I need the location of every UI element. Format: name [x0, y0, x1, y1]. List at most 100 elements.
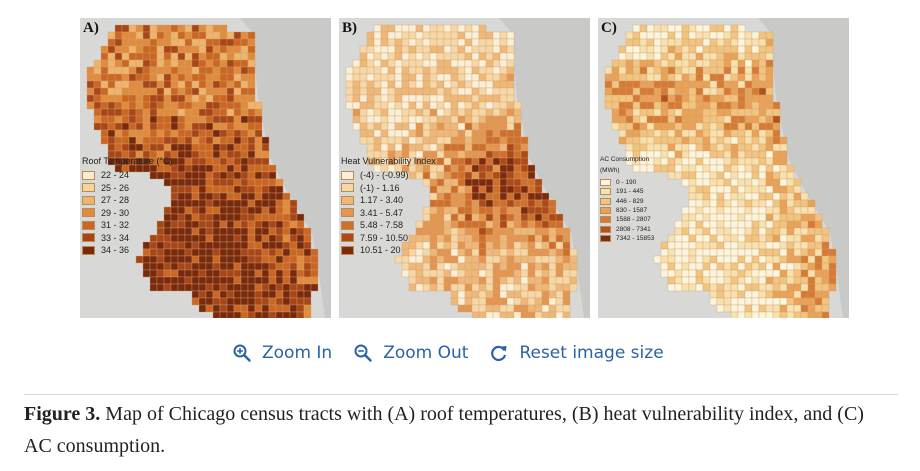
census-tract: [450, 227, 459, 236]
census-tract: [653, 94, 662, 103]
census-tract: [716, 87, 725, 96]
census-tract: [674, 115, 683, 124]
census-tract: [184, 164, 193, 173]
census-tract: [464, 24, 473, 33]
census-tract: [121, 52, 130, 61]
census-tract: [114, 87, 123, 96]
census-tract: [758, 157, 767, 166]
census-tract: [737, 87, 746, 96]
census-tract: [751, 185, 760, 194]
census-tract: [730, 52, 739, 61]
census-tract: [681, 241, 690, 250]
census-tract: [709, 290, 718, 299]
census-tract: [450, 108, 459, 117]
census-tract: [184, 185, 193, 194]
census-tract: [457, 164, 466, 173]
census-tract: [163, 59, 172, 68]
census-tract: [373, 45, 382, 54]
census-tract: [534, 276, 543, 285]
census-tract: [758, 192, 767, 201]
census-tract: [702, 227, 711, 236]
census-tract: [450, 87, 459, 96]
census-tract: [555, 297, 564, 306]
census-tract: [618, 136, 627, 145]
census-tract: [219, 297, 228, 306]
census-tract: [702, 136, 711, 145]
legend-item: 27 - 28: [82, 194, 172, 207]
census-tract: [177, 143, 186, 152]
census-tract: [765, 136, 774, 145]
census-tract: [464, 164, 473, 173]
census-tract: [114, 94, 123, 103]
census-tract: [422, 73, 431, 82]
census-tract: [758, 283, 767, 292]
census-tract: [198, 283, 207, 292]
census-tract: [506, 213, 515, 222]
census-tract: [499, 283, 508, 292]
census-tract: [128, 143, 137, 152]
zoom-in-button[interactable]: Zoom In: [232, 343, 332, 363]
census-tract: [723, 213, 732, 222]
census-tract: [716, 241, 725, 250]
census-tract: [730, 206, 739, 215]
census-tract: [625, 129, 634, 138]
census-tract: [254, 262, 263, 271]
census-tract: [513, 143, 522, 152]
census-tract: [373, 24, 382, 33]
census-tract: [436, 241, 445, 250]
census-tract: [786, 241, 795, 250]
census-tract: [779, 276, 788, 285]
census-tract: [807, 269, 816, 278]
census-tract: [240, 248, 249, 257]
census-tract: [261, 283, 270, 292]
census-tract: [555, 248, 564, 257]
census-tract: [562, 283, 571, 292]
census-tract: [198, 255, 207, 264]
census-tract: [422, 129, 431, 138]
zoom-out-button[interactable]: Zoom Out: [353, 343, 468, 363]
census-tract: [506, 122, 515, 131]
census-tract: [772, 199, 781, 208]
census-tract: [485, 227, 494, 236]
census-tract: [345, 73, 354, 82]
census-tract: [534, 199, 543, 208]
census-tract: [499, 31, 508, 40]
census-tract: [450, 80, 459, 89]
census-tract: [387, 31, 396, 40]
legend-swatch: [82, 245, 95, 255]
census-tract: [450, 52, 459, 61]
census-tract: [100, 108, 109, 117]
census-tract: [807, 234, 816, 243]
census-tract: [422, 87, 431, 96]
census-tract: [527, 269, 536, 278]
census-tract: [513, 297, 522, 306]
census-tract: [695, 227, 704, 236]
census-tract: [779, 150, 788, 159]
census-tract: [261, 220, 270, 229]
census-tract: [93, 101, 102, 110]
census-tract: [114, 45, 123, 54]
census-tract: [499, 220, 508, 229]
census-tract: [737, 115, 746, 124]
reset-image-size-button[interactable]: Reset image size: [489, 343, 664, 363]
census-tract: [667, 255, 676, 264]
census-tract: [646, 59, 655, 68]
census-tract: [247, 234, 256, 243]
census-tract: [499, 227, 508, 236]
census-tract: [751, 283, 760, 292]
census-tract: [135, 73, 144, 82]
census-tract: [723, 283, 732, 292]
census-tract: [744, 297, 753, 306]
census-tract: [758, 38, 767, 47]
census-tract: [254, 101, 263, 110]
census-tract: [443, 262, 452, 271]
census-tract: [569, 248, 578, 257]
census-tract: [156, 101, 165, 110]
census-tract: [240, 255, 249, 264]
census-tract: [471, 206, 480, 215]
census-tract: [310, 248, 319, 257]
census-tract: [226, 66, 235, 75]
census-tract: [177, 157, 186, 166]
census-tract: [289, 227, 298, 236]
census-tract: [240, 213, 249, 222]
